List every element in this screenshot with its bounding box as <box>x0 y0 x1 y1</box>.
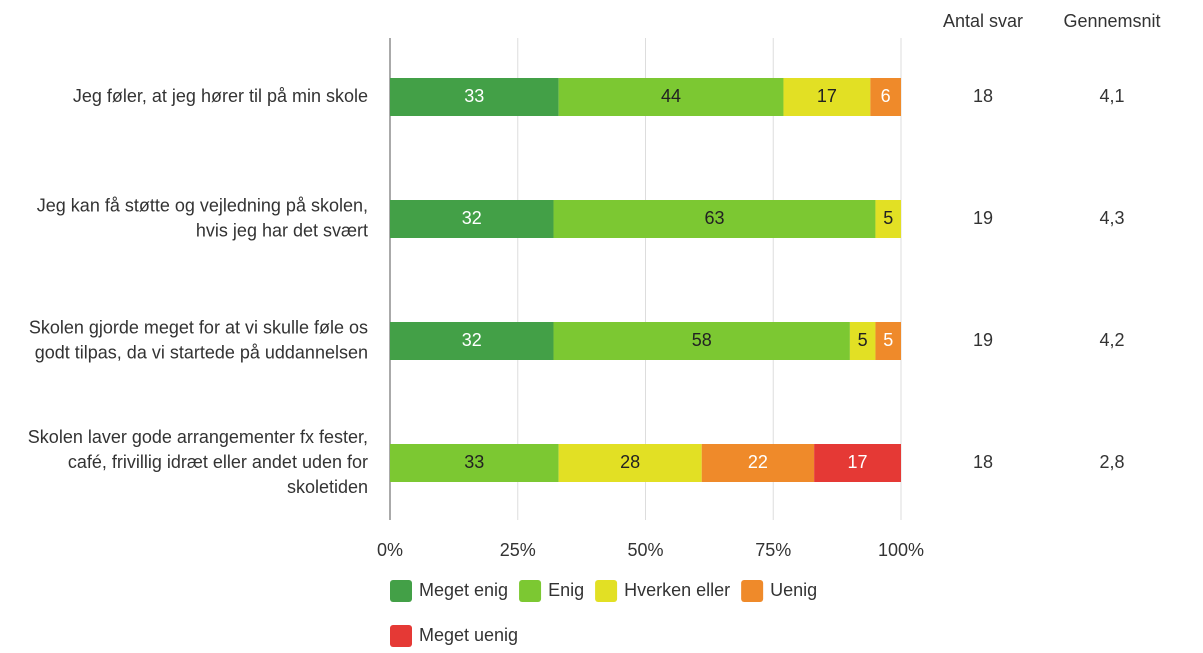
bar-segment <box>553 322 850 360</box>
data-label: 28 <box>620 452 640 472</box>
data-label: 17 <box>848 452 868 472</box>
data-label: 33 <box>464 452 484 472</box>
bar-segment <box>390 200 554 238</box>
bar-segment <box>875 322 901 360</box>
column-value: 19 <box>973 208 993 228</box>
category-label: Skolen gjorde meget for at vi skulle føl… <box>29 317 368 362</box>
column-value: 19 <box>973 330 993 350</box>
legend-item: Meget enig <box>390 580 508 602</box>
x-tick-label: 100% <box>878 540 924 560</box>
data-label: 5 <box>858 330 868 350</box>
bar-segment <box>558 78 784 116</box>
category-label: Skolen laver gode arrangementer fx feste… <box>28 427 368 497</box>
data-label: 33 <box>464 86 484 106</box>
data-label: 32 <box>462 208 482 228</box>
bar-segment <box>875 200 901 238</box>
bar-segment <box>870 78 901 116</box>
bar-segment <box>849 322 876 360</box>
legend-swatch <box>519 580 542 602</box>
column-value: 4,1 <box>1099 86 1124 106</box>
legend-label: Meget enig <box>419 580 508 600</box>
bar-segment <box>390 444 559 482</box>
data-label: 5 <box>883 208 893 228</box>
bar-segment <box>390 78 559 116</box>
x-tick-label: 75% <box>755 540 791 560</box>
column-value: 18 <box>973 86 993 106</box>
column-header: Antal svar <box>943 11 1023 31</box>
x-tick-label: 25% <box>500 540 536 560</box>
column-value: 2,8 <box>1099 452 1124 472</box>
column-value: 4,3 <box>1099 208 1124 228</box>
column-header: Gennemsnit <box>1063 11 1160 31</box>
legend-swatch <box>390 580 412 602</box>
legend-item: Hverken eller <box>595 580 730 602</box>
data-label: 17 <box>817 86 837 106</box>
data-label: 58 <box>692 330 712 350</box>
x-tick-label: 50% <box>627 540 663 560</box>
legend-item: Enig <box>519 580 584 602</box>
category-label: Jeg føler, at jeg hører til på min skole <box>73 86 368 106</box>
bar-segment <box>553 200 876 238</box>
data-label: 44 <box>661 86 681 106</box>
category-label: Jeg kan få støtte og vejledning på skole… <box>37 195 368 240</box>
column-value: 4,2 <box>1099 330 1124 350</box>
legend-item: Uenig <box>741 580 817 602</box>
legend-label: Enig <box>548 580 584 600</box>
legend-label: Meget uenig <box>419 625 518 645</box>
column-value: 18 <box>973 452 993 472</box>
data-label: 63 <box>704 208 724 228</box>
bar-segment <box>390 322 554 360</box>
data-label: 6 <box>881 86 891 106</box>
bar-segment <box>558 444 702 482</box>
legend-swatch <box>390 625 412 647</box>
legend-label: Uenig <box>770 580 817 600</box>
x-tick-label: 0% <box>377 540 403 560</box>
legend-label: Hverken eller <box>624 580 730 600</box>
legend-swatch <box>741 580 764 602</box>
data-label: 5 <box>883 330 893 350</box>
bar-segment <box>783 78 871 116</box>
legend-item: Meget uenig <box>390 625 518 647</box>
data-label: 22 <box>748 452 768 472</box>
bar-segment <box>814 444 901 482</box>
legend-swatch <box>595 580 618 602</box>
bar-segment <box>701 444 815 482</box>
data-label: 32 <box>462 330 482 350</box>
